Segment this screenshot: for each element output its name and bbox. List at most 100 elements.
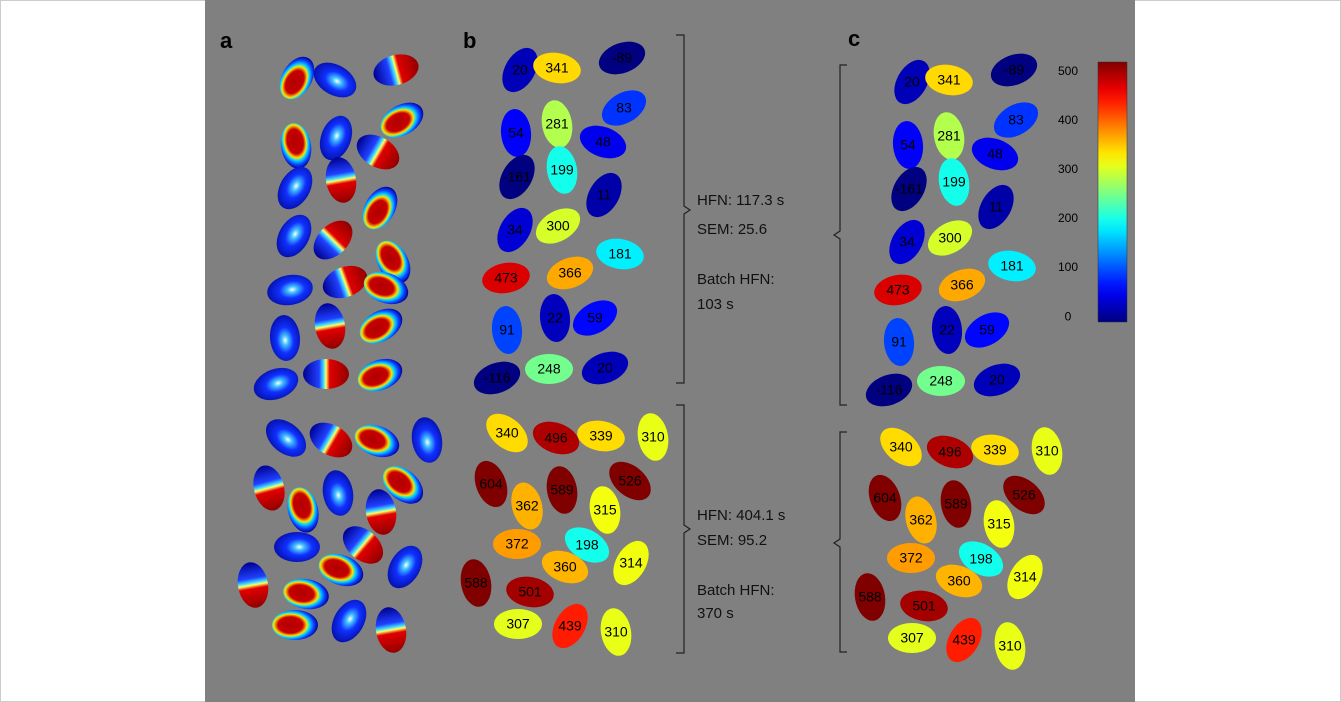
cell-label: 83	[616, 100, 632, 116]
cell-label: 300	[938, 230, 962, 246]
cell-label: 310	[641, 429, 665, 445]
cell-label: 315	[987, 516, 1011, 532]
cell-label: 366	[558, 265, 582, 281]
cell-label: 54	[508, 125, 524, 141]
cell-label: 496	[544, 430, 568, 446]
cell-label: 526	[618, 473, 642, 489]
panel-label: c	[848, 26, 860, 51]
cell-label: 199	[550, 162, 574, 178]
cell-label: -116	[876, 382, 903, 398]
heatmap-cell	[303, 359, 349, 389]
stat-text: SEM: 95.2	[697, 532, 767, 549]
cell-label: -89	[612, 50, 632, 66]
cell-label: 48	[987, 146, 1003, 162]
cell-label: 20	[512, 62, 528, 78]
figure-background	[205, 0, 1135, 702]
cell-label: 473	[494, 270, 518, 286]
cell-label: 439	[952, 632, 976, 648]
cell-label: 340	[495, 425, 519, 441]
heatmap-cell	[274, 532, 320, 562]
cell-label: 439	[558, 618, 582, 634]
cell-label: 281	[937, 128, 961, 144]
cell-label: 589	[944, 496, 968, 512]
cell-label: 340	[889, 439, 913, 455]
panel-label: b	[463, 28, 476, 53]
cell-label: 362	[909, 512, 933, 528]
cell-label: 198	[575, 537, 599, 553]
cell-label: 339	[589, 428, 613, 444]
cell-label: 59	[587, 310, 603, 326]
cell-label: 248	[537, 361, 561, 377]
cell-label: 341	[545, 60, 569, 76]
cell-label: 341	[937, 72, 961, 88]
cell-label: 360	[553, 559, 577, 575]
cell-label: 248	[929, 373, 953, 389]
cell-label: -116	[484, 370, 511, 386]
cell-label: 501	[518, 584, 542, 600]
cell-label: 91	[891, 334, 907, 350]
cell-label: 34	[899, 234, 915, 250]
stat-text: HFN: 117.3 s	[697, 192, 784, 209]
cell-label: 501	[912, 598, 936, 614]
panel-label: a	[220, 28, 233, 53]
cell-label: 366	[950, 277, 974, 293]
colorbar	[1098, 62, 1127, 322]
cell-label: 372	[899, 550, 923, 566]
cell-label: 11	[989, 199, 1004, 215]
cell-label: 496	[938, 444, 962, 460]
colorbar-tick-label: 0	[1065, 309, 1072, 323]
cell-label: 54	[900, 137, 916, 153]
cell-label: 198	[969, 551, 993, 567]
cell-label: -89	[1004, 62, 1024, 78]
cell-label: 300	[546, 218, 570, 234]
stat-text: HFN: 404.1 s	[697, 507, 785, 524]
cell-label: 310	[998, 638, 1022, 654]
colorbar-tick-label: 300	[1058, 162, 1078, 176]
stat-text: 370 s	[697, 605, 734, 622]
colorbar-tick-label: 500	[1058, 64, 1078, 78]
cell-label: 339	[983, 442, 1007, 458]
cell-label: 181	[608, 246, 632, 262]
cell-label: 48	[595, 134, 611, 150]
stat-text: Batch HFN:	[697, 582, 775, 599]
cell-label: 59	[979, 322, 995, 338]
cell-label: 34	[507, 222, 523, 238]
cell-label: 360	[947, 573, 971, 589]
cell-label: 604	[479, 476, 503, 492]
cell-label: 307	[900, 630, 924, 646]
cell-label: 588	[858, 589, 882, 605]
cell-label: 372	[505, 536, 529, 552]
cell-label: 199	[942, 174, 966, 190]
cell-label: 20	[989, 372, 1005, 388]
cell-label: 526	[1012, 487, 1036, 503]
colorbar-tick-label: 400	[1058, 113, 1078, 127]
cell-label: 589	[550, 482, 574, 498]
stat-text: SEM: 25.6	[697, 221, 767, 238]
cell-label: 22	[547, 310, 563, 326]
cell-label: 473	[886, 282, 910, 298]
cell-label: 83	[1008, 112, 1024, 128]
cell-label: 307	[506, 616, 530, 632]
cell-label: 281	[545, 116, 569, 132]
figure: a b c 0 100 200 300 400 500 20 341 -89 54 281 83 48 -…	[0, 0, 1341, 702]
cell-label: 588	[464, 575, 488, 591]
cell-label: 314	[1013, 569, 1037, 585]
cell-label: -161	[895, 181, 923, 197]
cell-label: 91	[499, 322, 515, 338]
colorbar-tick-label: 100	[1058, 260, 1078, 274]
cell-label: 310	[604, 624, 628, 640]
cell-label: 181	[1000, 258, 1024, 274]
cell-label: 20	[597, 360, 613, 376]
cell-label: 310	[1035, 443, 1059, 459]
cell-label: 20	[904, 74, 920, 90]
cell-label: 604	[873, 490, 897, 506]
cell-label: 314	[619, 555, 643, 571]
cell-label: 11	[597, 187, 612, 203]
cell-label: 362	[515, 498, 539, 514]
heatmap-cell	[272, 610, 318, 640]
colorbar-tick-label: 200	[1058, 211, 1078, 225]
cell-label: -161	[503, 169, 531, 185]
stat-text: 103 s	[697, 296, 734, 313]
cell-label: 315	[593, 502, 617, 518]
cell-label: 22	[939, 322, 955, 338]
